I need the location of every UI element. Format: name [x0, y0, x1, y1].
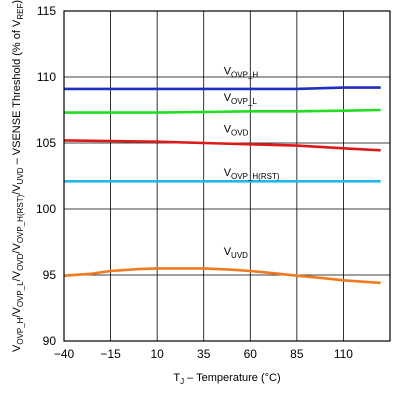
series-label-ovp_l: VOVP_L — [224, 92, 258, 106]
x-tick-label: 60 — [244, 347, 258, 361]
y-tick-label: 100 — [36, 202, 56, 216]
series-line-uvd — [63, 267, 381, 285]
plot-frame — [63, 10, 391, 342]
series-line-ovp_h — [64, 86, 381, 91]
x-tick-label: −40 — [54, 347, 75, 361]
series-line-ovp_l — [64, 108, 381, 114]
x-axis-title: TJ – Temperature (°C) — [173, 372, 280, 386]
x-tick-label: −15 — [100, 347, 121, 361]
series-line-ovd — [63, 139, 381, 152]
series-label-ovp_h_rst: VOVP_H(RST) — [224, 167, 280, 181]
series-lines — [63, 86, 381, 285]
y-tick-label: 95 — [43, 268, 57, 282]
y-tick-label: 90 — [43, 334, 57, 348]
y-tick-label: 105 — [36, 136, 56, 150]
x-tick-label: 85 — [290, 347, 304, 361]
series-label-ovd: VOVD — [224, 123, 249, 137]
x-tick-label: 35 — [197, 347, 211, 361]
series-labels: VOVP_H VOVP_L VOVD VOVP_H(RST) VUVD — [224, 65, 280, 260]
x-tick-label: 10 — [150, 347, 164, 361]
x-tick-labels: −40 −15 10 35 60 85 110 — [54, 347, 353, 361]
y-tick-label: 110 — [37, 70, 56, 84]
y-tick-labels: 90 95 100 105 110 115 — [36, 4, 56, 348]
series-label-uvd: VUVD — [224, 246, 248, 260]
x-tick-label: 110 — [334, 347, 353, 361]
series-label-ovp_h: VOVP_H — [224, 65, 259, 79]
y-axis-title: VOVP_H/VOVP_L/VOVD/VOVP_H(RST)/VUVD – VS… — [11, 0, 25, 352]
y-tick-label: 115 — [37, 4, 56, 18]
